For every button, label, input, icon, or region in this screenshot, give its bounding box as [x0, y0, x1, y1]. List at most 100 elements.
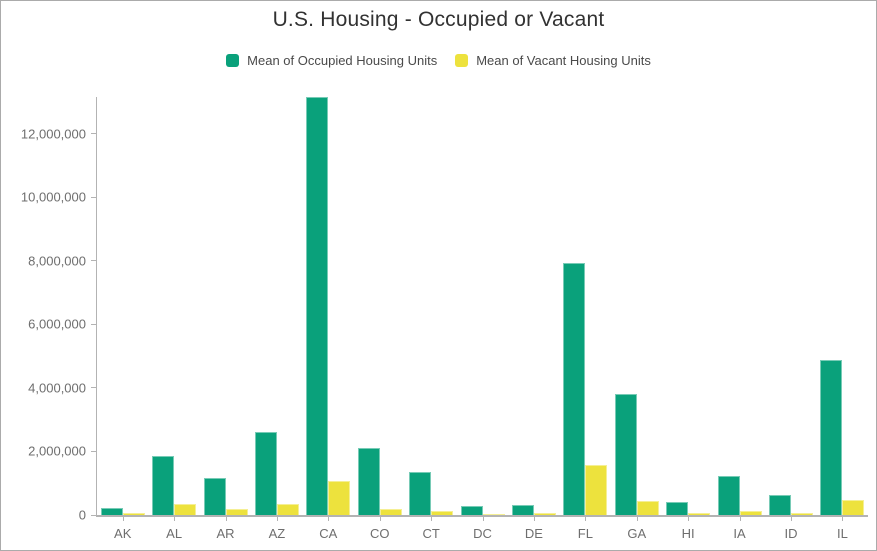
legend-item-label: Mean of Occupied Housing Units	[247, 53, 438, 68]
bar-vacant-AL[interactable]	[174, 503, 197, 515]
y-axis-tick	[91, 260, 97, 262]
category-slot-CA: CA	[303, 97, 354, 541]
x-axis-tick	[533, 516, 535, 521]
bar-occupied-GA[interactable]	[614, 393, 637, 515]
bar-occupied-AZ[interactable]	[254, 431, 277, 515]
category-slot-DC: DC	[457, 97, 508, 541]
bar-occupied-IA[interactable]	[717, 475, 740, 515]
legend-item-occupied[interactable]: Mean of Occupied Housing Units	[226, 53, 437, 68]
y-axis-tick	[91, 450, 97, 452]
bar-group-HI	[666, 501, 711, 515]
x-axis-label-AZ: AZ	[268, 526, 286, 541]
category-slot-DE: DE	[508, 97, 559, 541]
x-axis-tick	[122, 516, 124, 521]
bar-occupied-CA[interactable]	[306, 97, 329, 515]
bar-group-AZ	[254, 431, 299, 515]
bar-vacant-IA[interactable]	[739, 511, 762, 515]
chart-title: U.S. Housing - Occupied or Vacant	[272, 8, 605, 31]
bar-occupied-HI[interactable]	[666, 501, 689, 515]
y-axis-tick-label: 6,000,000	[28, 316, 86, 332]
legend-item-label: Mean of Vacant Housing Units	[476, 53, 651, 68]
legend: Mean of Occupied Housing Units Mean of Va…	[1, 53, 876, 68]
x-axis-tick	[842, 516, 844, 521]
bar-group-CA	[306, 97, 351, 515]
x-axis-label-ID: ID	[784, 526, 798, 541]
bar-group-IA	[717, 475, 762, 515]
bar-vacant-AR[interactable]	[225, 509, 248, 515]
bar-vacant-DC[interactable]	[482, 514, 505, 515]
legend-swatch-icon	[455, 54, 469, 67]
plot-slots: AK AL AR AZ CA CO CT DC DE FL GA HI IA ID IL	[97, 97, 868, 541]
y-axis-tick	[91, 196, 97, 198]
bar-occupied-IL[interactable]	[820, 360, 843, 515]
x-axis-tick	[174, 516, 176, 521]
x-axis-label-GA: GA	[627, 526, 647, 541]
category-slot-AZ: AZ	[251, 97, 302, 541]
bar-occupied-DC[interactable]	[460, 506, 483, 515]
category-slot-GA: GA	[611, 97, 662, 541]
y-axis-tick-label: 2,000,000	[28, 443, 86, 459]
x-axis-tick	[585, 516, 587, 521]
category-slot-AR: AR	[200, 97, 251, 541]
y-axis-tick-label: 8,000,000	[28, 253, 86, 269]
bar-group-AK	[100, 507, 145, 515]
bar-occupied-CT[interactable]	[409, 472, 432, 515]
x-axis-label-IL: IL	[836, 526, 848, 541]
category-slot-ID: ID	[765, 97, 816, 541]
bar-vacant-ID[interactable]	[790, 513, 813, 515]
x-axis-label-CT: CT	[422, 526, 440, 541]
bar-vacant-CT[interactable]	[431, 511, 454, 515]
bar-group-FL	[563, 262, 608, 515]
y-axis-tick	[91, 323, 97, 325]
bar-occupied-AL[interactable]	[152, 455, 175, 515]
x-axis-label-AL: AL	[166, 526, 183, 541]
bar-group-GA	[614, 393, 659, 515]
bar-vacant-FL[interactable]	[585, 464, 608, 515]
x-axis-label-FL: FL	[577, 526, 593, 541]
bar-vacant-AK[interactable]	[122, 513, 145, 515]
bar-group-AL	[152, 455, 197, 515]
x-axis-tick	[636, 516, 638, 521]
bar-group-CO	[357, 448, 402, 515]
x-axis-label-IA: IA	[733, 526, 746, 541]
category-slot-CT: CT	[405, 97, 456, 541]
bar-vacant-AZ[interactable]	[276, 503, 299, 515]
x-axis-tick	[688, 516, 690, 521]
x-axis-tick	[379, 516, 381, 521]
category-slot-IL: IL	[817, 97, 868, 541]
bar-vacant-CO[interactable]	[379, 508, 402, 515]
x-axis-tick	[276, 516, 278, 521]
x-axis-tick	[739, 516, 741, 521]
bar-occupied-AR[interactable]	[203, 478, 226, 515]
y-axis-tick-label: 0	[78, 507, 86, 523]
x-axis-label-CA: CA	[319, 526, 338, 541]
bar-occupied-ID[interactable]	[768, 495, 791, 515]
bar-occupied-CO[interactable]	[357, 448, 380, 515]
x-axis-label-HI: HI	[681, 526, 695, 541]
bar-vacant-GA[interactable]	[636, 500, 659, 515]
bar-vacant-CA[interactable]	[328, 481, 351, 515]
x-axis-label-DC: DC	[473, 526, 492, 541]
category-slot-HI: HI	[662, 97, 713, 541]
bar-occupied-FL[interactable]	[563, 262, 586, 515]
x-axis-label-AR: AR	[216, 526, 235, 541]
x-axis-tick	[431, 516, 433, 521]
bar-vacant-DE[interactable]	[533, 513, 556, 515]
bar-group-IL	[820, 360, 865, 515]
bar-occupied-DE[interactable]	[511, 504, 534, 515]
plot-area: AK AL AR AZ CA CO CT DC DE FL GA HI IA ID IL 0 2,000,00…	[21, 97, 868, 541]
x-axis-label-CO: CO	[369, 526, 390, 541]
bar-vacant-HI[interactable]	[688, 513, 711, 515]
bar-vacant-IL[interactable]	[842, 500, 865, 515]
x-axis-label-DE: DE	[524, 526, 543, 541]
bar-group-ID	[768, 495, 813, 515]
category-slot-FL: FL	[560, 97, 611, 541]
category-slot-AK: AK	[97, 97, 148, 541]
legend-item-vacant[interactable]: Mean of Vacant Housing Units	[455, 53, 651, 68]
bar-occupied-AK[interactable]	[100, 507, 123, 515]
bar-group-DE	[511, 504, 556, 515]
y-axis-tick	[91, 514, 97, 516]
x-axis-tick	[328, 516, 330, 521]
category-slot-CO: CO	[354, 97, 405, 541]
